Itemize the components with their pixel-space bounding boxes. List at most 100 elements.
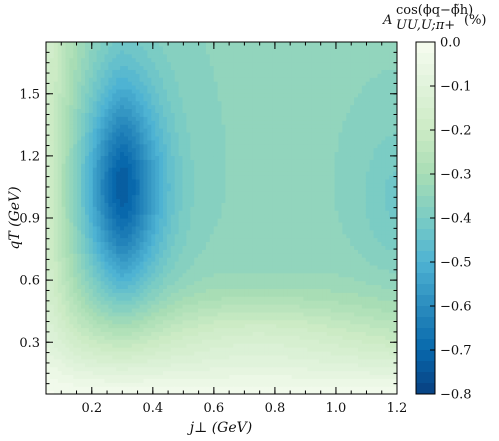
heatmap-cell — [186, 374, 191, 379]
heatmap-cell — [124, 315, 129, 321]
heatmap-cell — [57, 280, 63, 286]
heatmap-cell — [166, 120, 172, 125]
heatmap-cell — [100, 378, 106, 383]
heatmap-cell — [170, 284, 176, 289]
heatmap-cell — [139, 296, 145, 301]
heatmap-cell — [190, 147, 195, 153]
heatmap-cell — [139, 331, 145, 336]
heatmap-cell — [131, 96, 137, 102]
heatmap-cell — [92, 366, 98, 372]
heatmap-cell — [73, 358, 78, 364]
heatmap-cell — [116, 319, 121, 325]
heatmap-cell — [166, 182, 172, 188]
heatmap-cell — [46, 253, 51, 258]
heatmap-cell — [143, 319, 148, 325]
heatmap-cell — [174, 257, 180, 262]
heatmap-cell — [61, 120, 67, 125]
heatmap-cell — [53, 210, 59, 215]
heatmap-cell — [190, 190, 195, 196]
heatmap-cell — [248, 386, 254, 391]
heatmap-cell — [155, 53, 160, 59]
heatmap-cell — [229, 241, 234, 246]
heatmap-cell — [112, 190, 117, 196]
heatmap-cell — [221, 210, 226, 215]
heatmap-cell — [65, 339, 70, 344]
heatmap-cell — [170, 378, 176, 383]
heatmap-cell — [237, 206, 242, 211]
heatmap-cell — [69, 69, 74, 74]
heatmap-cell — [248, 88, 254, 94]
heatmap-cell — [127, 42, 133, 47]
heatmap-cell — [49, 124, 55, 129]
heatmap-cell — [163, 202, 168, 207]
heatmap-cell — [163, 69, 168, 74]
heatmap-cell — [194, 311, 199, 317]
heatmap-cell — [237, 151, 242, 157]
heatmap-cell — [229, 147, 234, 153]
heatmap-cell — [229, 354, 234, 360]
heatmap-cell — [85, 61, 90, 67]
heatmap-cell — [155, 331, 160, 336]
heatmap-cell — [96, 300, 102, 305]
heatmap-cell — [241, 77, 246, 82]
heatmap-cell — [73, 261, 78, 266]
heatmap-cell — [225, 245, 230, 250]
heatmap-cell — [241, 386, 246, 391]
heatmap-cell — [127, 92, 133, 98]
heatmap-cell — [194, 268, 199, 274]
heatmap-cell — [81, 366, 86, 372]
heatmap-cell — [182, 128, 187, 133]
heatmap-cell — [205, 382, 211, 387]
heatmap-cell — [127, 370, 133, 376]
heatmap-cell — [252, 88, 258, 94]
heatmap-cell — [61, 116, 67, 121]
heatmap-cell — [65, 171, 70, 176]
heatmap-cell — [73, 108, 78, 113]
heatmap-cell — [159, 202, 164, 207]
heatmap-cell — [186, 85, 191, 90]
heatmap-cell — [260, 272, 265, 278]
heatmap-cell — [256, 167, 262, 172]
heatmap-cell — [65, 350, 70, 356]
heatmap-cell — [112, 366, 117, 372]
heatmap-cell — [163, 264, 168, 270]
heatmap-cell — [248, 147, 254, 153]
heatmap-cell — [182, 112, 187, 117]
heatmap-cell — [69, 182, 74, 188]
heatmap-cell — [120, 92, 125, 98]
heatmap-cell — [120, 319, 125, 325]
heatmap-cell — [77, 339, 82, 344]
heatmap-cell — [69, 85, 74, 90]
heatmap-cell — [85, 139, 90, 145]
heatmap-cell — [198, 343, 203, 348]
heatmap-cell — [127, 206, 133, 211]
heatmap-cell — [69, 280, 74, 286]
heatmap-cell — [159, 108, 164, 113]
heatmap-cell — [155, 174, 160, 180]
heatmap-cell — [190, 143, 195, 149]
heatmap-cell — [116, 292, 121, 297]
heatmap-cell — [73, 362, 78, 368]
heatmap-cell — [135, 339, 141, 344]
heatmap-cell — [256, 186, 262, 192]
heatmap-cell — [131, 339, 137, 344]
heatmap-cell — [53, 174, 59, 180]
heatmap-cell — [163, 53, 168, 59]
heatmap-cell — [108, 171, 113, 176]
heatmap-cell — [209, 143, 215, 149]
heatmap-cell — [202, 61, 207, 67]
heatmap-cell — [205, 241, 211, 246]
heatmap-cell — [120, 347, 125, 352]
heatmap-cell — [108, 233, 113, 239]
heatmap-cell — [155, 358, 160, 364]
heatmap-cell — [182, 131, 187, 137]
heatmap-cell — [252, 331, 258, 336]
heatmap-cell — [139, 300, 145, 305]
heatmap-cell — [194, 124, 199, 129]
heatmap-cell — [147, 171, 152, 176]
heatmap-cell — [252, 319, 258, 325]
heatmap-cell — [112, 131, 117, 137]
heatmap-cell — [104, 233, 109, 239]
heatmap-cell — [120, 100, 125, 106]
heatmap-cell — [135, 49, 141, 55]
